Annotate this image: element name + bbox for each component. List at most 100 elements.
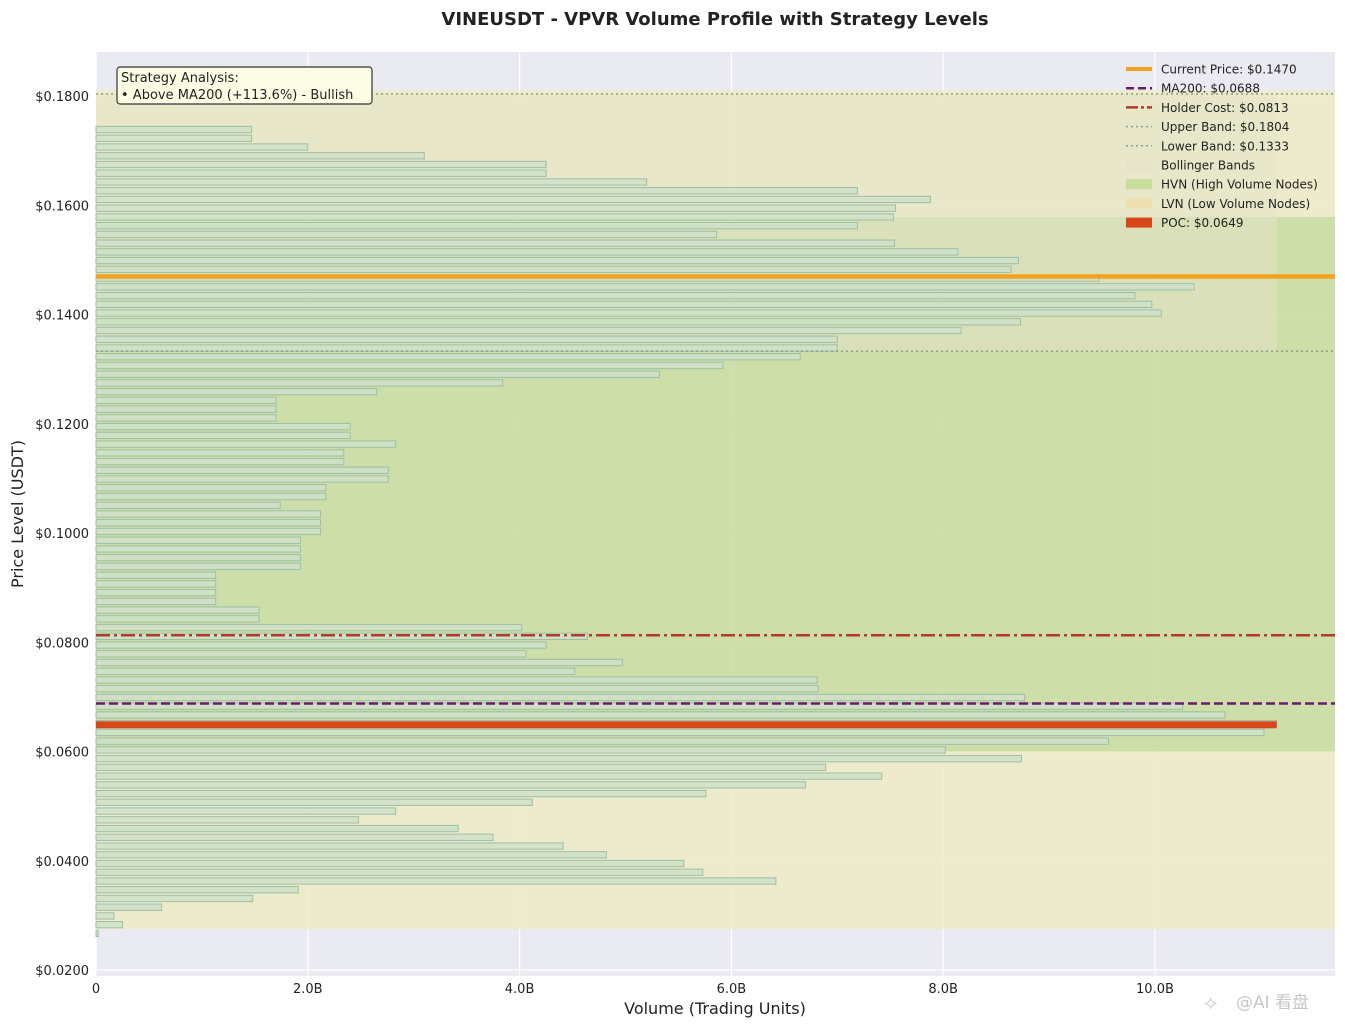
legend-item-hvn: HVN (High Volume Nodes) bbox=[1126, 178, 1318, 192]
volume-bar bbox=[95, 606, 260, 614]
volume-bar bbox=[95, 859, 685, 868]
volume-bar bbox=[95, 152, 425, 160]
volume-bar bbox=[95, 160, 547, 169]
strategy-level-lines bbox=[96, 93, 1335, 729]
volume-bar bbox=[95, 912, 115, 920]
volume-bar bbox=[95, 562, 301, 571]
volume-bar bbox=[95, 763, 827, 772]
volume-bar bbox=[95, 868, 704, 876]
volume-bar bbox=[95, 571, 217, 579]
volume-bar bbox=[95, 580, 217, 588]
volume-bar bbox=[95, 667, 576, 675]
legend-item-lvn: LVN (Low Volume Nodes) bbox=[1126, 197, 1310, 211]
volume-bar bbox=[95, 239, 895, 247]
volume-bar bbox=[95, 370, 660, 378]
y-tick-label-0: $0.0200 bbox=[35, 964, 89, 979]
strategy-analysis-heading: Strategy Analysis: bbox=[121, 71, 239, 86]
volume-bar bbox=[95, 877, 777, 885]
volume-bar bbox=[95, 545, 301, 553]
volume-bar bbox=[95, 134, 253, 142]
legend-label-lvn: LVN (Low Volume Nodes) bbox=[1161, 197, 1310, 211]
legend: Current Price: $0.1470 MA200: $0.0688 Hold… bbox=[1126, 63, 1318, 230]
poc-swatch bbox=[1126, 217, 1152, 228]
volume-bar bbox=[95, 388, 378, 396]
volume-bar bbox=[95, 894, 254, 903]
volume-bar bbox=[95, 728, 1265, 737]
volume-bar bbox=[95, 842, 564, 850]
legend-label-holder: Holder Cost: $0.0813 bbox=[1161, 101, 1289, 115]
volume-bar bbox=[95, 650, 527, 658]
volume-bar bbox=[95, 501, 281, 509]
volume-bar bbox=[95, 658, 623, 667]
volume-bar bbox=[95, 492, 327, 501]
volume-bar bbox=[95, 143, 309, 151]
volume-bar bbox=[95, 291, 1136, 300]
volume-bar bbox=[95, 519, 322, 527]
volume-bar bbox=[95, 431, 351, 440]
volume-bar bbox=[95, 326, 962, 335]
y-tick-label-6: $0.1400 bbox=[35, 309, 89, 324]
volume-bar bbox=[95, 440, 397, 448]
legend-item-ma200: MA200: $0.0688 bbox=[1126, 82, 1260, 96]
lvn-swatch bbox=[1126, 198, 1152, 209]
volume-bar bbox=[95, 623, 523, 632]
legend-item-poc: POC: $0.0649 bbox=[1126, 216, 1244, 230]
volume-bar bbox=[95, 685, 819, 693]
legend-label-boll: Bollinger Bands bbox=[1161, 159, 1255, 173]
volume-bar bbox=[95, 213, 894, 221]
volume-bar bbox=[95, 335, 838, 343]
volume-bar bbox=[95, 737, 1109, 745]
volume-bar bbox=[95, 851, 607, 859]
y-tick-label-7: $0.1600 bbox=[35, 199, 89, 214]
volume-bar bbox=[95, 422, 351, 431]
volume-bar bbox=[95, 772, 883, 780]
legend-item-lower: Lower Band: $0.1333 bbox=[1126, 139, 1289, 153]
x-tick-label-0: 0 bbox=[92, 982, 100, 997]
volume-bar bbox=[95, 527, 322, 536]
volume-bar bbox=[95, 414, 277, 422]
legend-label-lower: Lower Band: $0.1333 bbox=[1161, 139, 1289, 153]
watermark-logo-icon: ⟡ bbox=[1204, 990, 1217, 1014]
volume-bar bbox=[95, 361, 724, 370]
x-axis-label: Volume (Trading Units) bbox=[624, 999, 806, 1018]
volume-bar bbox=[95, 178, 648, 186]
volume-bar bbox=[95, 554, 301, 562]
volume-bar bbox=[95, 457, 345, 466]
volume-bar bbox=[95, 396, 277, 405]
volume-bar bbox=[95, 300, 1153, 308]
strategy-analysis-frame bbox=[116, 66, 373, 105]
legend-label-current: Current Price: $0.1470 bbox=[1161, 63, 1297, 77]
volume-bar bbox=[95, 824, 459, 833]
volume-bar bbox=[95, 920, 123, 929]
volume-bar bbox=[95, 125, 253, 134]
legend-label-upper: Upper Band: $0.1804 bbox=[1161, 120, 1289, 134]
legend-label-ma200: MA200: $0.0688 bbox=[1161, 82, 1260, 96]
y-tick-label-5: $0.1200 bbox=[35, 418, 89, 433]
x-tick-label-1: 2.0B bbox=[293, 982, 323, 997]
volume-bar bbox=[95, 248, 959, 256]
volume-bar bbox=[95, 903, 163, 911]
volume-bar bbox=[95, 379, 504, 387]
axes: 0 2.0B 4.0B 6.0B 8.0B 10.0B $0.0200 $0.0400 $0.0… bbox=[35, 90, 1174, 997]
volume-bar bbox=[95, 318, 1021, 326]
bollinger-swatch bbox=[1126, 160, 1152, 170]
y-tick-label-2: $0.0600 bbox=[35, 746, 89, 761]
strategy-analysis-box: Strategy Analysis: • Above MA200 (+113.6… bbox=[116, 66, 373, 105]
legend-item-upper: Upper Band: $0.1804 bbox=[1126, 120, 1289, 134]
volume-bar bbox=[95, 449, 345, 457]
volume-bar bbox=[95, 221, 858, 230]
volume-bar bbox=[95, 230, 718, 239]
volume-bar bbox=[95, 615, 260, 623]
y-axis-label: Price Level (USDT) bbox=[8, 440, 27, 588]
x-tick-label-3: 6.0B bbox=[717, 982, 747, 997]
volume-bar bbox=[95, 693, 1026, 702]
volume-bar bbox=[95, 789, 707, 798]
hvn-swatch bbox=[1126, 179, 1152, 190]
volume-bar bbox=[95, 816, 360, 824]
volume-bar bbox=[95, 886, 299, 894]
volume-bar bbox=[95, 798, 533, 807]
x-tick-label-5: 10.0B bbox=[1136, 982, 1174, 997]
volume-bar bbox=[95, 754, 1023, 763]
volume-bar bbox=[95, 641, 547, 649]
volume-bar bbox=[95, 676, 818, 684]
